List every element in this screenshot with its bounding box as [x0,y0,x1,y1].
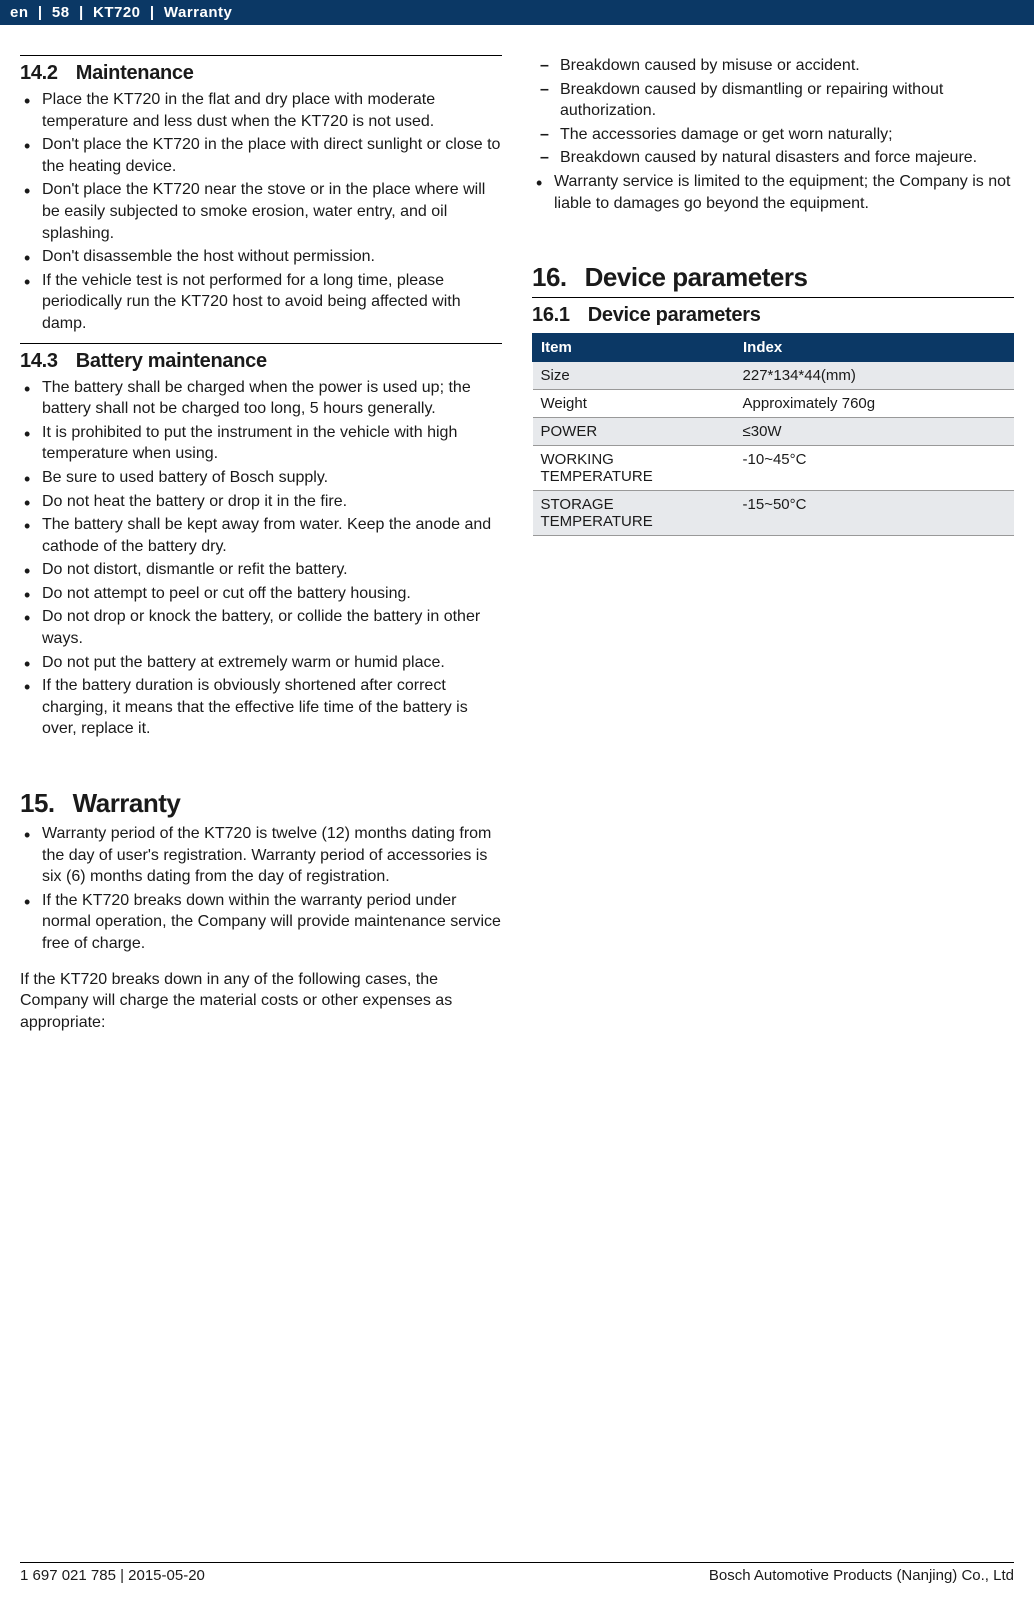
list-item: The accessories damage or get worn natur… [532,124,1014,146]
table-cell: Size [533,362,735,390]
table-cell: Approximately 760g [735,390,1014,418]
rule [20,55,502,56]
list-item: Do not attempt to peel or cut off the ba… [20,583,502,605]
footer-right: Bosch Automotive Products (Nanjing) Co.,… [709,1567,1014,1584]
list-item: Warranty period of the KT720 is twelve (… [20,823,502,888]
list-item: If the KT720 breaks down within the warr… [20,890,502,955]
heading-14-2: 14.2Maintenance [20,62,502,85]
table-row: Size 227*134*44(mm) [533,362,1014,390]
list-item: Do not distort, dismantle or refit the b… [20,559,502,581]
heading-15: 15.Warranty [20,788,502,819]
list-item: Breakdown caused by misuse or accident. [532,55,1014,77]
table-header: Index [735,334,1014,362]
table-header-row: Item Index [533,334,1014,362]
list-item: Do not heat the battery or drop it in th… [20,491,502,513]
header-section: Warranty [164,4,232,21]
table-cell: Weight [533,390,735,418]
table-row: STORAGE TEMPERATURE -15~50°C [533,491,1014,536]
table-cell: POWER [533,418,735,446]
dash-list: Breakdown caused by misuse or accident. … [532,55,1014,169]
table-cell: WORKING TEMPERATURE [533,446,735,491]
header-page: 58 [52,4,70,21]
list-item: Don't disassemble the host without permi… [20,246,502,268]
heading-16-1: 16.1Device parameters [532,304,1014,327]
heading-16: 16.Device parameters [532,262,1014,293]
list-item: Don't place the KT720 near the stove or … [20,179,502,244]
list-item: Do not drop or knock the battery, or col… [20,606,502,649]
list-item: Do not put the battery at extremely warm… [20,652,502,674]
heading-14-3: 14.3Battery maintenance [20,350,502,373]
rule [20,343,502,344]
page-footer: 1 697 021 785 | 2015-05-20 Bosch Automot… [20,1562,1014,1584]
list-14-2: Place the KT720 in the flat and dry plac… [20,89,502,335]
table-cell: -15~50°C [735,491,1014,536]
bullet-right: Warranty service is limited to the equip… [532,171,1014,214]
header-lang: en [10,4,29,21]
list-item: Place the KT720 in the flat and dry plac… [20,89,502,132]
table-header: Item [533,334,735,362]
list-item: Be sure to used battery of Bosch supply. [20,467,502,489]
list-item: The battery shall be charged when the po… [20,377,502,420]
right-column: Breakdown caused by misuse or accident. … [532,55,1014,1033]
list-item: If the vehicle test is not performed for… [20,270,502,335]
list-item: Breakdown caused by natural disasters an… [532,147,1014,169]
table-row: Weight Approximately 760g [533,390,1014,418]
device-params-table: Item Index Size 227*134*44(mm) Weight Ap… [532,333,1014,536]
list-item: Breakdown caused by dismantling or repai… [532,79,1014,122]
list-item: Warranty service is limited to the equip… [532,171,1014,214]
table-cell: ≤30W [735,418,1014,446]
list-item: The battery shall be kept away from wate… [20,514,502,557]
footer-left: 1 697 021 785 | 2015-05-20 [20,1567,205,1584]
header-product: KT720 [93,4,141,21]
content-area: 14.2Maintenance Place the KT720 in the f… [0,25,1034,1033]
list-15: Warranty period of the KT720 is twelve (… [20,823,502,955]
list-item: If the battery duration is obviously sho… [20,675,502,740]
table-cell: STORAGE TEMPERATURE [533,491,735,536]
table-cell: 227*134*44(mm) [735,362,1014,390]
list-item: It is prohibited to put the instrument i… [20,422,502,465]
paragraph-15: If the KT720 breaks down in any of the f… [20,969,502,1034]
left-column: 14.2Maintenance Place the KT720 in the f… [20,55,502,1033]
page-header: en | 58 | KT720 | Warranty [0,0,1034,25]
rule [532,297,1014,298]
table-row: POWER ≤30W [533,418,1014,446]
list-14-3: The battery shall be charged when the po… [20,377,502,741]
table-cell: -10~45°C [735,446,1014,491]
list-item: Don't place the KT720 in the place with … [20,134,502,177]
table-row: WORKING TEMPERATURE -10~45°C [533,446,1014,491]
